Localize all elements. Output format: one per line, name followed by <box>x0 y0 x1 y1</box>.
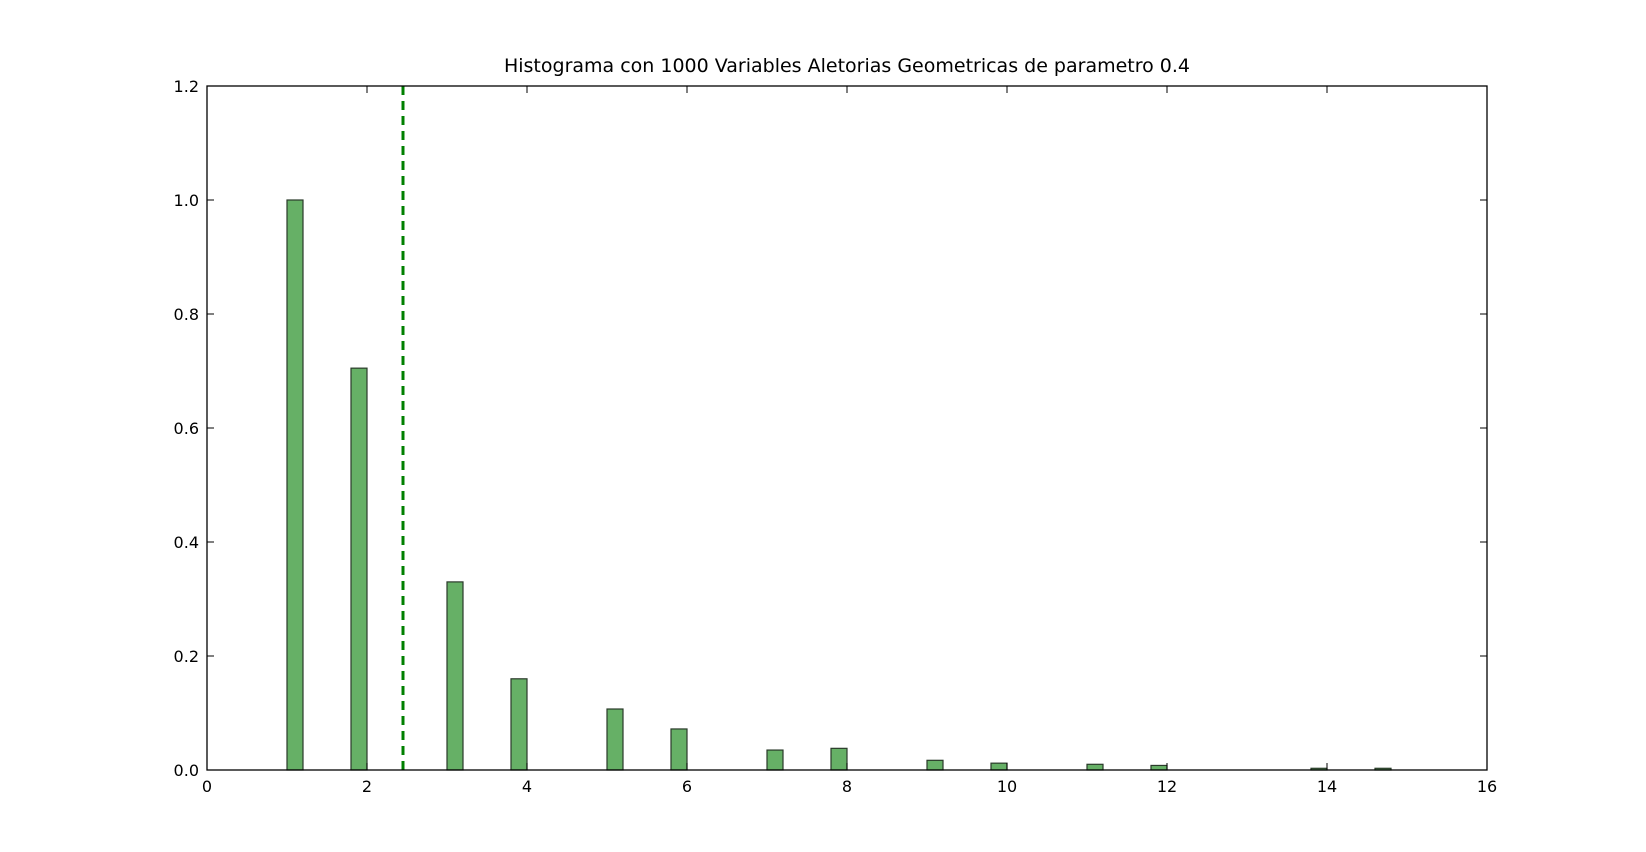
histogram-bar <box>670 728 688 771</box>
histogram-bar <box>830 747 848 771</box>
histogram-bar <box>510 678 528 771</box>
chart-title: Histograma con 1000 Variables Aletorias … <box>504 55 1190 77</box>
y-tick-label: 1.0 <box>174 191 199 210</box>
histogram-bar <box>350 367 368 771</box>
x-tick-label: 4 <box>522 777 532 796</box>
histogram-bar <box>990 762 1008 771</box>
y-tick-label: 0.0 <box>174 761 199 780</box>
histogram-bar <box>606 708 624 771</box>
axes-layer: 0 2 4 6 8 10 12 14 16 0.0 0.2 0.4 0.6 0.8 1.0 1.2 <box>174 77 1498 796</box>
x-tick-label: 14 <box>1317 777 1337 796</box>
histogram-bar <box>926 759 944 771</box>
bars-layer <box>286 199 1407 771</box>
y-tick-label: 0.6 <box>174 419 199 438</box>
y-tick-label: 0.8 <box>174 305 199 324</box>
histogram-bar <box>1150 764 1168 771</box>
y-tick-label: 0.2 <box>174 647 199 666</box>
x-tick-label: 12 <box>1157 777 1177 796</box>
x-tick-label: 16 <box>1477 777 1497 796</box>
histogram-bar <box>286 199 304 771</box>
x-tick-label: 6 <box>682 777 692 796</box>
x-tick-label: 2 <box>362 777 372 796</box>
y-tick-label: 0.4 <box>174 533 199 552</box>
histogram-bar <box>446 581 464 771</box>
y-tick-label: 1.2 <box>174 77 199 96</box>
x-tick-label: 8 <box>842 777 852 796</box>
x-tick-label: 10 <box>997 777 1017 796</box>
x-tick-label: 0 <box>202 777 212 796</box>
histogram-bar <box>1086 763 1104 771</box>
histogram-bar <box>766 749 784 771</box>
